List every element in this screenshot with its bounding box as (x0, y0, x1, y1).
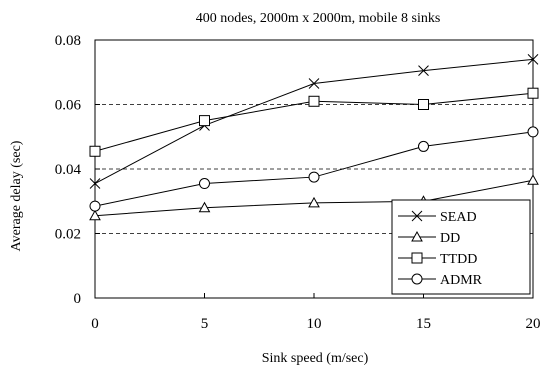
y-tick-label-4: 0.08 (55, 33, 81, 49)
data-point-ttdd-0 (89, 145, 101, 157)
x-axis-label: Sink speed (m/sec) (262, 351, 369, 366)
data-point-dd-0 (89, 209, 101, 221)
data-point-ttdd-1 (199, 115, 210, 127)
data-point-ttdd-3 (418, 99, 429, 110)
y-tick-label-1: 0.02 (55, 227, 81, 243)
data-point-ttdd-2 (308, 95, 320, 107)
data-point-ttdd-4 (527, 87, 539, 99)
data-point-dd-4 (527, 174, 539, 185)
x-tick-label-0: 0 (91, 316, 99, 332)
data-point-sead-0 (89, 178, 101, 189)
legend-label-sead: SEAD (440, 210, 477, 225)
y-tick-label-3: 0.06 (55, 98, 82, 114)
series-line-sead (94, 58, 534, 184)
y-axis-label: Average delay (sec) (9, 140, 24, 251)
legend-marker-admr (411, 273, 423, 285)
data-point-admr-3 (418, 140, 429, 152)
data-point-dd-1 (198, 201, 211, 213)
y-tick-label-2: 0.04 (55, 162, 82, 178)
y-tick-label-0: 0 (74, 291, 82, 307)
legend-marker-sead (411, 210, 423, 222)
data-point-sead-2 (308, 78, 320, 89)
chart-title: 400 nodes, 2000m x 2000m, mobile 8 sinks (196, 11, 441, 26)
legend-label-ttdd: TTDD (440, 252, 477, 267)
data-point-admr-2 (308, 171, 320, 183)
legend-marker-dd (411, 230, 423, 242)
data-point-admr-1 (199, 178, 210, 190)
data-point-admr-0 (89, 200, 101, 212)
data-point-sead-3 (418, 65, 429, 76)
legend-label-admr: ADMR (440, 273, 483, 288)
x-tick-label-1: 5 (201, 316, 209, 332)
legend-label-dd: DD (440, 231, 460, 246)
x-tick-label-2: 10 (307, 316, 322, 332)
x-tick-label-3: 15 (416, 316, 431, 332)
data-point-sead-4 (527, 53, 539, 65)
data-point-dd-2 (308, 196, 320, 208)
legend-marker-ttdd (411, 252, 423, 264)
data-point-admr-4 (527, 126, 539, 138)
x-tick-label-4: 20 (526, 316, 541, 332)
